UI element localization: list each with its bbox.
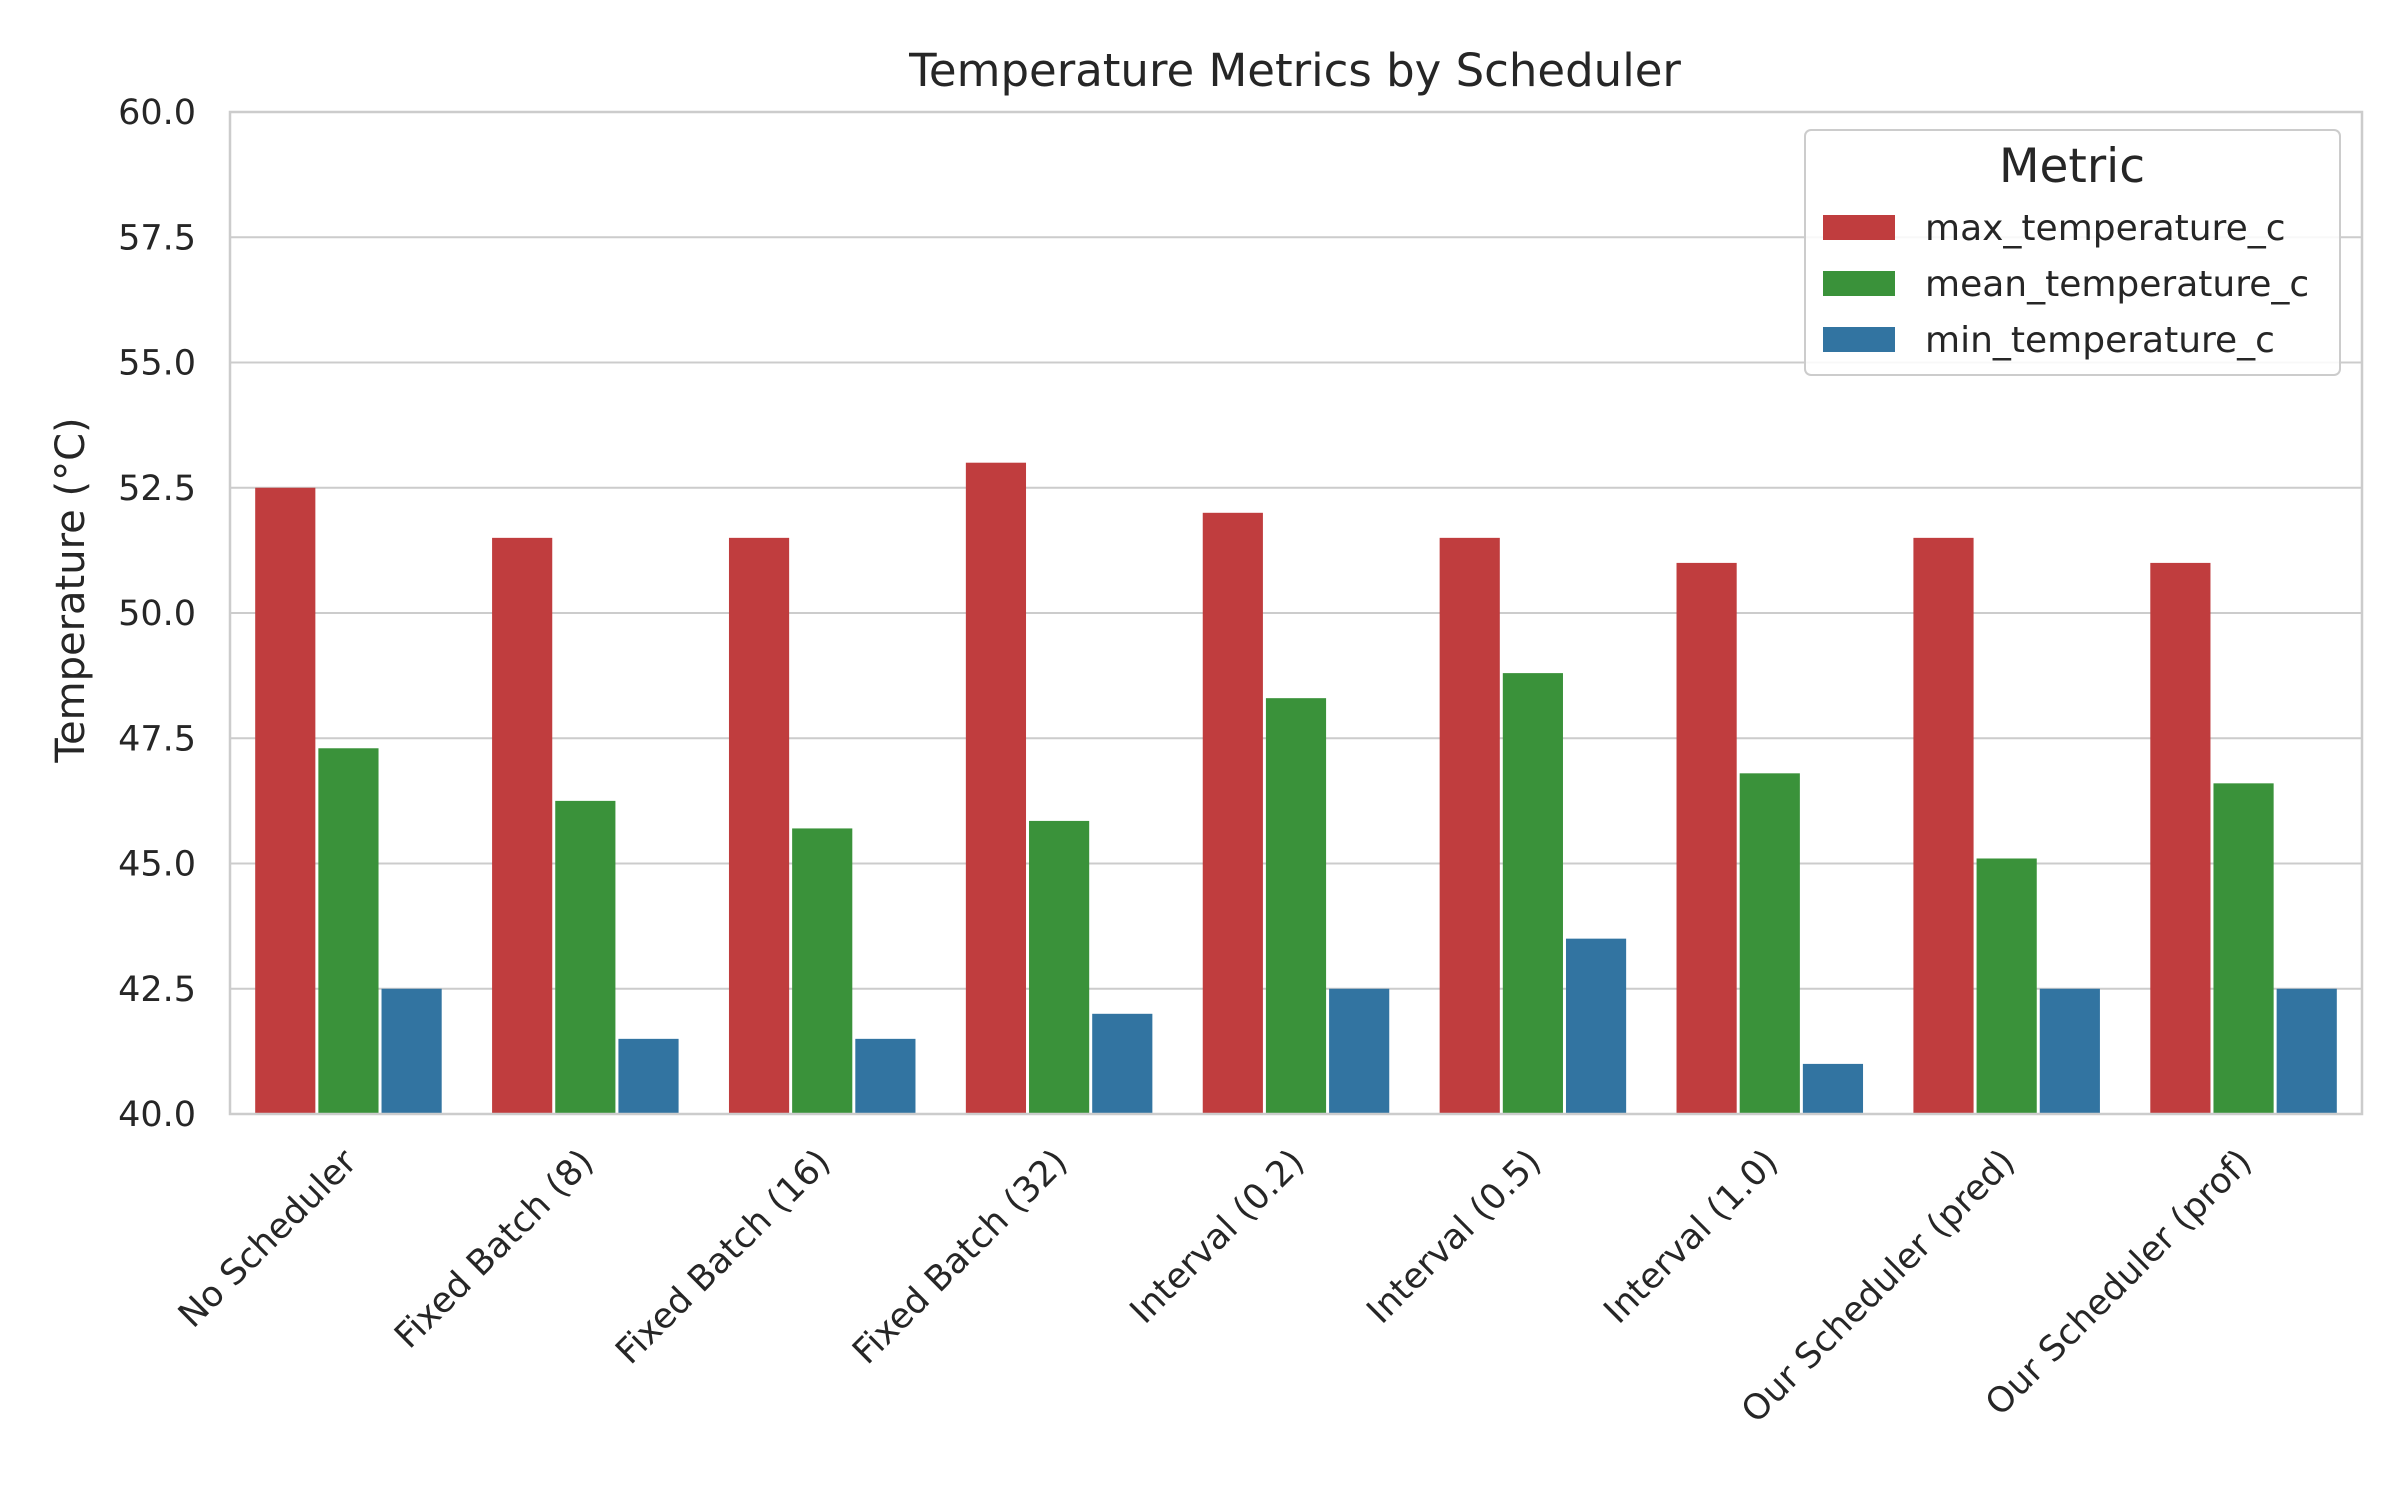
legend-entry-max_temperature_c: max_temperature_c (1925, 208, 2286, 249)
bar-min_temperature_c-2 (855, 1038, 916, 1114)
y-tick-label: 52.5 (118, 469, 196, 509)
bar-max_temperature_c-6 (1676, 562, 1737, 1114)
y-tick-label: 55.0 (118, 344, 196, 384)
bar-mean_temperature_c-6 (1739, 773, 1800, 1114)
legend-swatch-min_temperature_c (1823, 327, 1895, 352)
bar-min_temperature_c-0 (381, 988, 442, 1114)
bar-min_temperature_c-1 (618, 1038, 679, 1114)
bar-min_temperature_c-8 (2276, 988, 2337, 1114)
bar-max_temperature_c-2 (728, 537, 790, 1114)
chart-title: Temperature Metrics by Scheduler (908, 44, 1681, 97)
bar-max_temperature_c-8 (2150, 562, 2211, 1114)
y-tick-label: 60.0 (118, 93, 196, 133)
bar-max_temperature_c-5 (1439, 537, 1500, 1114)
bar-mean_temperature_c-4 (1265, 698, 1327, 1114)
bar-min_temperature_c-5 (1565, 938, 1627, 1114)
bar-min_temperature_c-3 (1092, 1013, 1153, 1114)
legend-entry-mean_temperature_c: mean_temperature_c (1925, 264, 2309, 305)
bar-mean_temperature_c-7 (1976, 858, 2037, 1114)
plot-frame (228, 110, 2364, 1116)
legend-title: Metric (1999, 139, 2145, 194)
bar-min_temperature_c-7 (2039, 988, 2100, 1114)
legend-box (1804, 129, 2341, 376)
bar-mean_temperature_c-8 (2213, 783, 2274, 1114)
bars (255, 462, 2337, 1114)
bar-mean_temperature_c-3 (1029, 820, 1090, 1114)
y-tick-labels: 40.0 42.5 45.0 47.5 50.0 52.5 55.0 57.5 60.0 (118, 93, 196, 1135)
bar-min_temperature_c-6 (1802, 1063, 1864, 1114)
y-tick-label: 47.5 (118, 719, 196, 759)
legend-entry-min_temperature_c: min_temperature_c (1925, 320, 2275, 361)
bar-max_temperature_c-0 (255, 487, 316, 1114)
y-tick-label: 42.5 (118, 970, 196, 1010)
bar-mean_temperature_c-2 (792, 828, 853, 1114)
legend-swatch-mean_temperature_c (1823, 271, 1895, 296)
y-tick-label: 40.0 (118, 1095, 196, 1135)
y-tick-label: 57.5 (118, 218, 196, 258)
bar-mean_temperature_c-0 (318, 748, 379, 1114)
bar-max_temperature_c-4 (1202, 512, 1263, 1114)
legend-swatch-max_temperature_c (1823, 215, 1895, 240)
bar-max_temperature_c-1 (492, 537, 553, 1114)
bar-mean_temperature_c-5 (1502, 673, 1563, 1114)
bar-mean_temperature_c-1 (555, 800, 616, 1114)
legend: Metric max_temperature_c mean_temperature… (1804, 129, 2341, 376)
bar-min_temperature_c-4 (1329, 988, 1390, 1114)
bar-max_temperature_c-3 (965, 462, 1027, 1114)
bar-max_temperature_c-7 (1913, 537, 1974, 1114)
y-axis-label: Temperature (°C) (48, 417, 94, 763)
y-tick-label: 45.0 (118, 845, 196, 885)
legend-items: max_temperature_c mean_temperature_c min_t… (1823, 208, 2309, 361)
y-tick-label: 50.0 (118, 594, 196, 634)
